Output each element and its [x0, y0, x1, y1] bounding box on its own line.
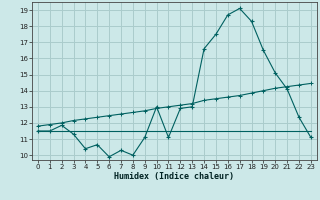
X-axis label: Humidex (Indice chaleur): Humidex (Indice chaleur) — [115, 172, 234, 181]
